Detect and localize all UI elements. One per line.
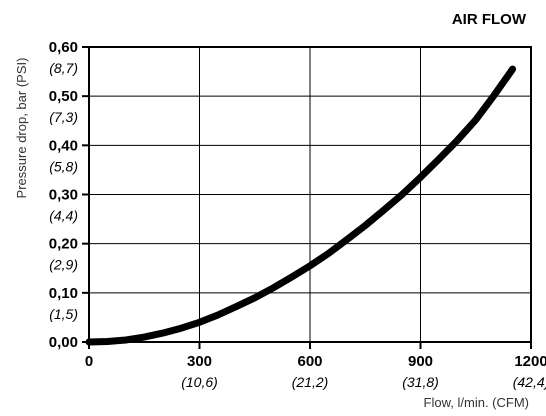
y-axis-label: Pressure drop, bar (PSI) (14, 58, 29, 199)
y-tick-label: 0,00 (49, 334, 78, 351)
chart-title: AIR FLOW (452, 11, 527, 28)
y-tick-label: 0,20 (49, 236, 78, 253)
y-tick-psi-label: (7,3) (49, 109, 78, 125)
grid-lines (89, 47, 531, 342)
x-tick-label: 1200 (514, 353, 546, 370)
x-axis-ticks: 0 300 (10,6) 600 (21,2) 900 (31,8) 1200 (42,4) (85, 342, 546, 390)
y-tick-label: 0,50 (49, 88, 78, 105)
x-tick-cfm-label: (10,6) (181, 374, 218, 390)
x-tick-cfm-label: (31,8) (402, 374, 439, 390)
y-tick-label: 0,10 (49, 285, 78, 302)
pressure-drop-curve (85, 65, 517, 346)
y-axis-ticks: 0,00 0,10 (1,5) 0,20 (2,9) 0,30 (4,4) 0,40 (5,8)… (49, 39, 89, 351)
x-tick-cfm-label: (21,2) (292, 374, 329, 390)
x-tick-label: 600 (297, 353, 322, 370)
x-tick-label: 0 (85, 353, 93, 370)
y-tick-psi-label: (2,9) (49, 257, 78, 273)
x-tick-cfm-label: (42,4) (513, 374, 546, 390)
x-tick-label: 300 (187, 353, 212, 370)
y-tick-psi-label: (4,4) (49, 208, 78, 224)
y-tick-psi-label: (8,7) (49, 60, 78, 76)
x-tick-label: 900 (408, 353, 433, 370)
y-tick-psi-label: (1,5) (49, 306, 78, 322)
y-tick-label: 0,40 (49, 137, 78, 154)
y-tick-psi-label: (5,8) (49, 158, 78, 174)
y-tick-label: 0,60 (49, 39, 78, 56)
x-axis-label: Flow, l/min. (CFM) (424, 395, 529, 410)
y-tick-label: 0,30 (49, 187, 78, 204)
